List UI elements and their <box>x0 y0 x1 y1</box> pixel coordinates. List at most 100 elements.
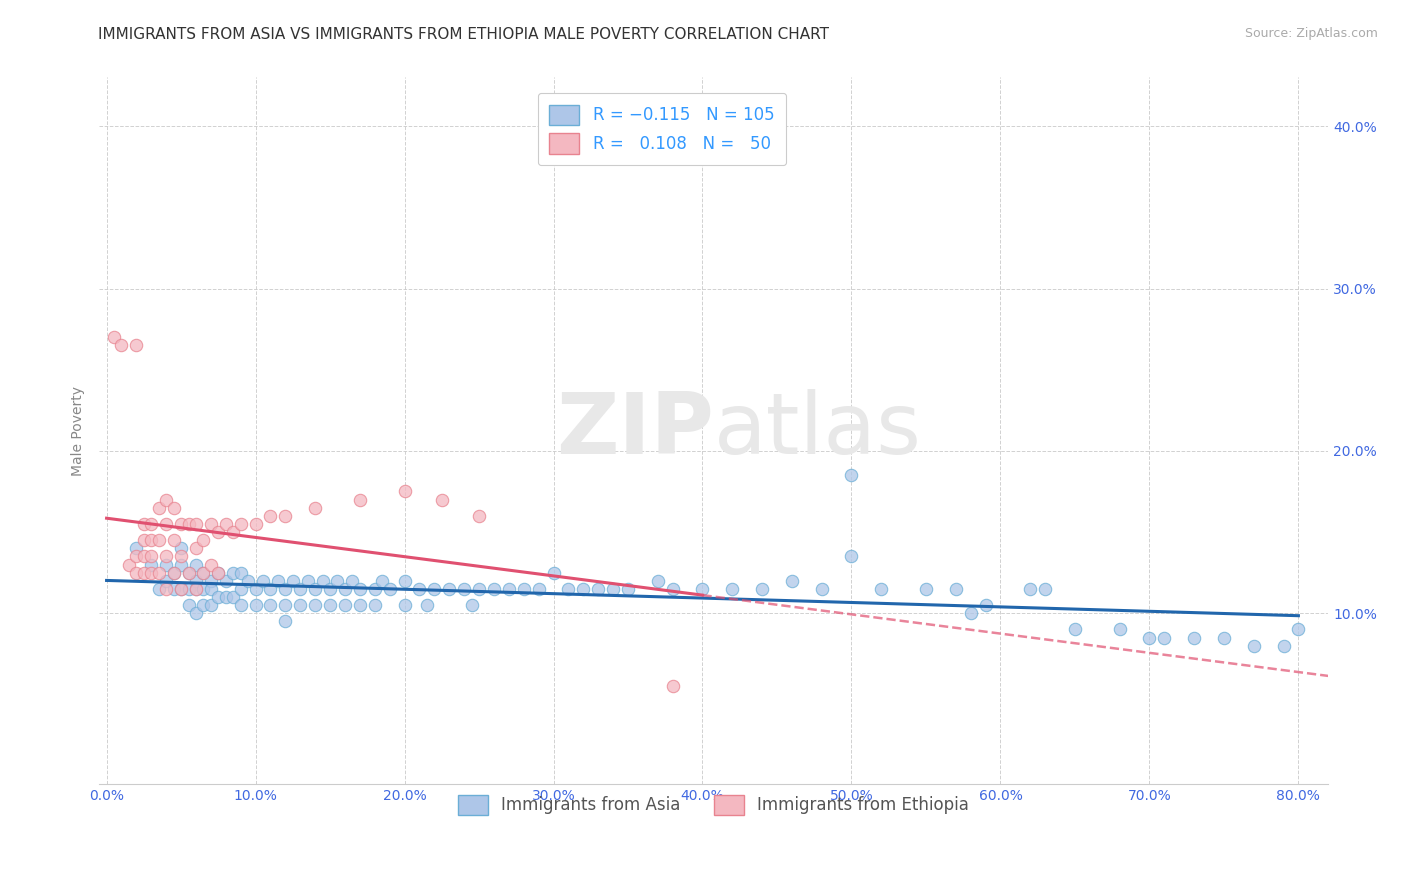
Point <box>394 574 416 588</box>
Point <box>207 566 229 580</box>
Point <box>193 533 215 548</box>
Text: Source: ZipAtlas.com: Source: ZipAtlas.com <box>1244 27 1378 40</box>
Point <box>155 516 177 531</box>
Point <box>1212 631 1234 645</box>
Point <box>193 598 215 612</box>
Point <box>207 566 229 580</box>
Point <box>215 516 238 531</box>
Point <box>193 566 215 580</box>
Point <box>177 516 200 531</box>
Point <box>841 468 863 483</box>
Text: ZIP: ZIP <box>555 389 714 472</box>
Point <box>1153 631 1175 645</box>
Point <box>304 598 326 612</box>
Point <box>617 582 640 596</box>
Point <box>245 598 267 612</box>
Point <box>148 533 170 548</box>
Point <box>274 508 297 523</box>
Point <box>498 582 520 596</box>
Point <box>915 582 938 596</box>
Point <box>841 549 863 564</box>
Point <box>349 492 371 507</box>
Point <box>193 566 215 580</box>
Point <box>527 582 550 596</box>
Point <box>229 598 252 612</box>
Point <box>229 566 252 580</box>
Point <box>780 574 803 588</box>
Point <box>132 549 155 564</box>
Point <box>184 541 207 556</box>
Point <box>184 574 207 588</box>
Point <box>148 500 170 515</box>
Point <box>141 558 163 572</box>
Point <box>304 500 326 515</box>
Point <box>162 566 184 580</box>
Point <box>200 558 222 572</box>
Point <box>177 566 200 580</box>
Point <box>602 582 624 596</box>
Point <box>184 582 207 596</box>
Point <box>252 574 274 588</box>
Point <box>259 508 281 523</box>
Point <box>200 582 222 596</box>
Point <box>110 338 132 352</box>
Point <box>141 516 163 531</box>
Point <box>721 582 744 596</box>
Point <box>333 582 356 596</box>
Point <box>193 582 215 596</box>
Point <box>141 566 163 580</box>
Point <box>647 574 669 588</box>
Point <box>1064 623 1087 637</box>
Point <box>661 679 683 693</box>
Point <box>692 582 714 596</box>
Point <box>468 508 491 523</box>
Point <box>453 582 475 596</box>
Point <box>148 582 170 596</box>
Point <box>319 598 342 612</box>
Point <box>125 566 148 580</box>
Point <box>274 598 297 612</box>
Point <box>184 558 207 572</box>
Point <box>125 549 148 564</box>
Point <box>162 500 184 515</box>
Point <box>364 582 387 596</box>
Point <box>460 598 482 612</box>
Point <box>215 590 238 604</box>
Point <box>245 582 267 596</box>
Point <box>170 558 193 572</box>
Point <box>229 582 252 596</box>
Point <box>430 492 453 507</box>
Point <box>394 484 416 499</box>
Point <box>439 582 461 596</box>
Point <box>416 598 439 612</box>
Point <box>408 582 430 596</box>
Point <box>162 533 184 548</box>
Point <box>177 582 200 596</box>
Point <box>661 582 683 596</box>
Point <box>170 582 193 596</box>
Point <box>125 338 148 352</box>
Point <box>170 582 193 596</box>
Point <box>162 566 184 580</box>
Point <box>200 574 222 588</box>
Point <box>468 582 491 596</box>
Point <box>177 598 200 612</box>
Point <box>394 598 416 612</box>
Point <box>184 606 207 620</box>
Point <box>103 330 125 344</box>
Point <box>751 582 773 596</box>
Point <box>184 582 207 596</box>
Point <box>141 533 163 548</box>
Point <box>319 582 342 596</box>
Point <box>155 582 177 596</box>
Point <box>290 582 312 596</box>
Point <box>236 574 259 588</box>
Point <box>155 558 177 572</box>
Point <box>155 492 177 507</box>
Point <box>184 516 207 531</box>
Point <box>586 582 609 596</box>
Point <box>259 598 281 612</box>
Point <box>259 582 281 596</box>
Point <box>229 516 252 531</box>
Point <box>207 590 229 604</box>
